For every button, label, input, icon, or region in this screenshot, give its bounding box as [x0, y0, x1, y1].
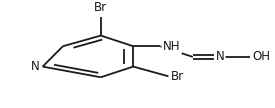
Text: NH: NH — [163, 40, 180, 53]
Text: N: N — [215, 50, 224, 63]
Text: NH: NH — [163, 40, 180, 53]
Text: Br: Br — [94, 1, 107, 14]
Text: OH: OH — [252, 50, 270, 63]
Text: N: N — [31, 60, 40, 73]
Text: N: N — [215, 50, 224, 63]
Text: N: N — [31, 60, 40, 73]
Text: Br: Br — [171, 70, 184, 83]
Text: OH: OH — [252, 50, 270, 63]
Text: Br: Br — [94, 1, 107, 14]
Text: Br: Br — [171, 70, 184, 83]
